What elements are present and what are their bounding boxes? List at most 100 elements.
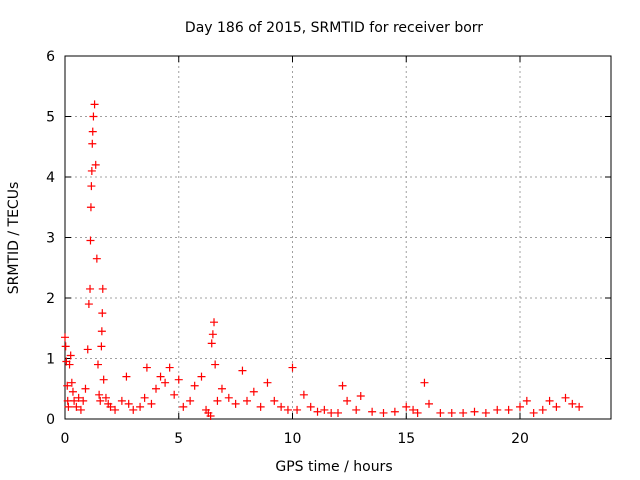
y-tick-label: 3 <box>46 231 55 247</box>
data-point <box>87 166 96 175</box>
data-point <box>270 396 279 405</box>
data-point <box>95 390 104 399</box>
data-point <box>88 127 97 136</box>
data-point <box>70 396 79 405</box>
data-point <box>136 402 145 411</box>
data-point <box>343 396 352 405</box>
data-point <box>425 399 433 408</box>
data-point <box>210 318 219 327</box>
data-point <box>238 366 247 375</box>
data-point <box>207 339 216 348</box>
data-point <box>481 408 490 417</box>
data-point <box>86 284 95 293</box>
data-point <box>174 375 183 384</box>
data-point <box>91 160 100 169</box>
y-tick-label: 6 <box>46 49 55 65</box>
x-tick-label: 0 <box>61 431 70 447</box>
data-point <box>402 402 411 411</box>
data-point <box>156 372 165 381</box>
data-point <box>334 408 342 417</box>
data-point <box>63 381 72 390</box>
data-point <box>165 363 174 372</box>
data-point <box>90 100 99 109</box>
data-point <box>224 393 233 402</box>
data-point <box>68 387 77 396</box>
data-point <box>231 399 240 408</box>
data-point <box>413 408 422 417</box>
x-tick-label: 20 <box>511 431 529 447</box>
data-point <box>140 393 149 402</box>
chart-title: Day 186 of 2015, SRMTID for receiver bor… <box>185 20 483 36</box>
data-point <box>409 405 418 414</box>
data-point <box>117 396 126 405</box>
data-point <box>84 300 93 309</box>
data-point <box>124 399 133 408</box>
data-point <box>92 254 101 263</box>
data-point <box>206 411 215 420</box>
data-point <box>256 402 265 411</box>
data-point <box>142 363 151 372</box>
data-point <box>504 405 513 414</box>
data-point <box>76 405 85 414</box>
data-point <box>516 402 524 411</box>
data-point <box>161 378 170 387</box>
data-point <box>352 405 361 414</box>
data-point <box>97 342 106 351</box>
data-point <box>288 363 297 372</box>
data-point <box>263 378 272 387</box>
data-point <box>86 203 95 212</box>
data-point <box>283 405 292 414</box>
data-point <box>66 351 75 360</box>
tick-labels: 0 1 2 3 4 5 6 0 5 10 15 20 <box>46 49 529 447</box>
data-point <box>122 372 131 381</box>
data-point <box>277 402 286 411</box>
y-tick-label: 5 <box>46 110 55 126</box>
data-point <box>379 408 388 417</box>
data-point <box>493 405 502 414</box>
data-point <box>545 396 554 405</box>
data-point <box>101 393 110 402</box>
data-point <box>111 405 120 414</box>
data-point <box>249 387 258 396</box>
x-tick-label: 15 <box>397 431 415 447</box>
data-point <box>179 402 188 411</box>
data-point <box>390 407 399 416</box>
data-point <box>147 399 156 408</box>
data-point <box>87 182 96 191</box>
data-point <box>190 381 199 390</box>
data-points <box>61 100 584 420</box>
y-axis-title: SRMTID / TECUs <box>6 182 22 295</box>
data-point <box>98 284 107 293</box>
data-point <box>211 360 220 369</box>
data-point <box>88 139 97 148</box>
data-point <box>86 236 95 245</box>
data-point <box>356 392 365 401</box>
data-point <box>61 342 70 351</box>
data-point <box>152 384 160 393</box>
data-point <box>436 408 445 417</box>
data-point <box>217 384 226 393</box>
data-point <box>106 402 115 411</box>
data-point <box>529 408 538 417</box>
data-point <box>83 345 92 354</box>
data-point <box>72 402 81 411</box>
data-point <box>208 330 217 339</box>
data-point <box>186 396 195 405</box>
data-point <box>96 396 105 405</box>
data-point <box>306 402 315 411</box>
data-point <box>74 393 83 402</box>
data-point <box>338 381 347 390</box>
y-tick-label: 2 <box>46 291 55 307</box>
grid <box>65 56 611 419</box>
data-point <box>97 327 106 336</box>
x-tick-label: 10 <box>284 431 302 447</box>
data-point <box>420 378 429 387</box>
data-point <box>313 407 322 416</box>
data-point <box>293 405 302 414</box>
data-point <box>89 112 98 121</box>
data-point <box>79 396 88 405</box>
data-point <box>67 378 76 387</box>
data-point <box>538 405 547 414</box>
axes <box>64 55 612 420</box>
